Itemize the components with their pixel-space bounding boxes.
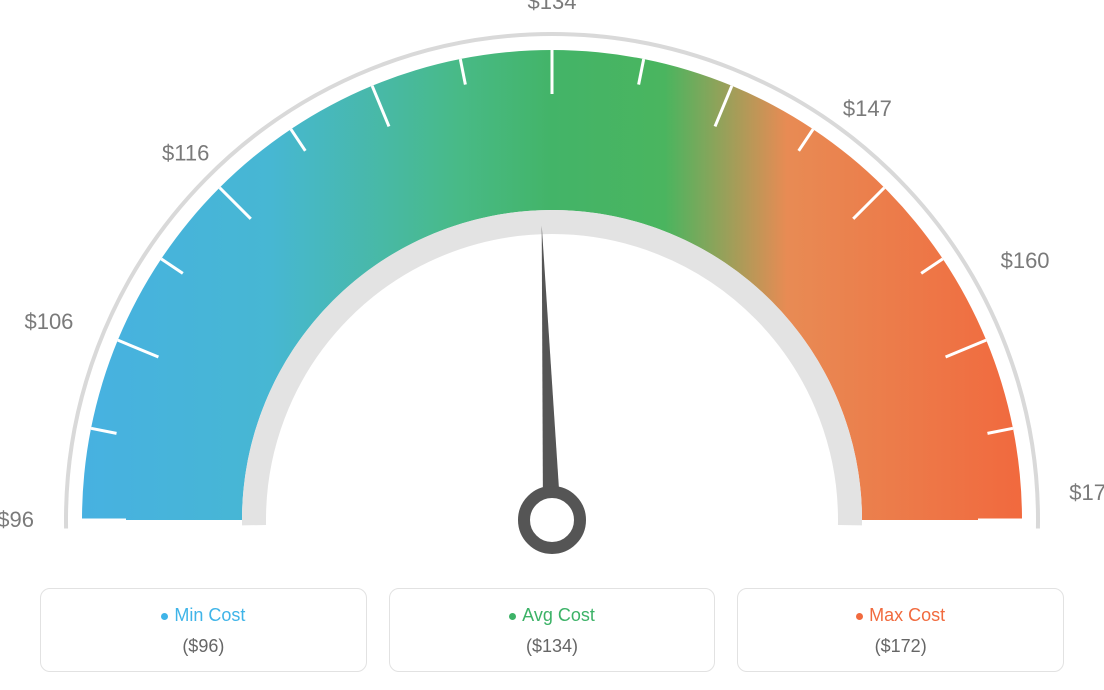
svg-text:$96: $96 xyxy=(0,507,34,532)
legend-min-value: ($96) xyxy=(41,636,366,657)
legend-min: Min Cost ($96) xyxy=(40,588,367,672)
svg-text:$172: $172 xyxy=(1069,480,1104,505)
legend-row: Min Cost ($96) Avg Cost ($134) Max Cost … xyxy=(40,588,1064,672)
svg-text:$147: $147 xyxy=(843,96,892,121)
legend-max: Max Cost ($172) xyxy=(737,588,1064,672)
svg-text:$160: $160 xyxy=(1001,248,1050,273)
legend-avg: Avg Cost ($134) xyxy=(389,588,716,672)
legend-max-label: Max Cost xyxy=(869,605,945,625)
legend-min-label: Min Cost xyxy=(174,605,245,625)
svg-text:$116: $116 xyxy=(162,141,209,166)
legend-max-value: ($172) xyxy=(738,636,1063,657)
legend-avg-value: ($134) xyxy=(390,636,715,657)
legend-avg-label: Avg Cost xyxy=(522,605,595,625)
gauge-chart: $96 $106 $116 $134 $147 $160 $172 xyxy=(0,0,1104,575)
svg-text:$134: $134 xyxy=(528,0,577,14)
svg-text:$106: $106 xyxy=(24,309,73,334)
